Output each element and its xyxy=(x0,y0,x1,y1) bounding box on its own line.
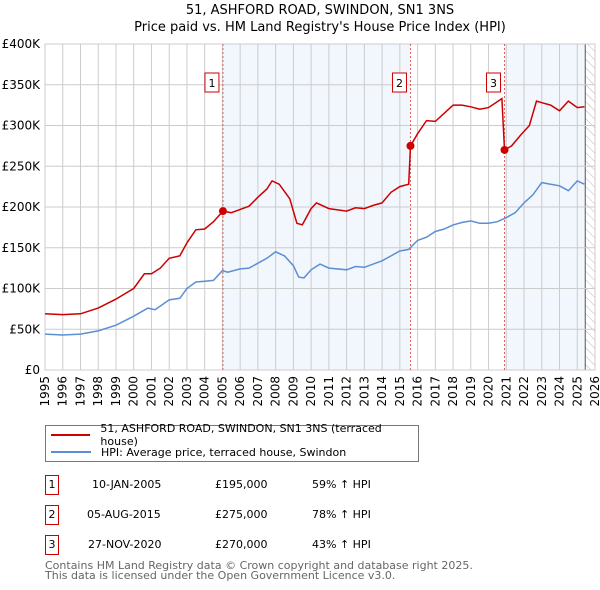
transaction-hpi: 78% ↑ HPI xyxy=(312,508,371,521)
y-tick-label: £300K xyxy=(2,119,42,133)
x-tick-label: 2022 xyxy=(517,376,531,407)
x-tick-label: 2008 xyxy=(269,376,283,407)
legend: 51, ASHFORD ROAD, SWINDON, SN1 3NS (terr… xyxy=(45,422,419,462)
x-tick-label: 2002 xyxy=(162,376,176,407)
x-tick-label: 2015 xyxy=(393,376,407,407)
x-tick-label: 1997 xyxy=(73,376,87,407)
y-tick-label: £0 xyxy=(25,363,40,377)
x-tick-label: 2010 xyxy=(304,376,318,407)
y-tick-label: £400K xyxy=(2,37,42,51)
chart-title: 51, ASHFORD ROAD, SWINDON, SN1 3NS xyxy=(185,3,455,18)
y-tick-label: £200K xyxy=(2,200,42,214)
sale-label-box xyxy=(486,72,502,93)
x-tick-label: 2001 xyxy=(144,376,158,407)
x-tick-label: 2006 xyxy=(233,376,247,407)
legend-label-hpi: HPI: Average price, terraced house, Swin… xyxy=(101,445,347,459)
transaction-row: 1 10-JAN-2005 £195,000 59% ↑ HPI xyxy=(45,475,445,495)
transaction-price: £275,000 xyxy=(215,508,268,521)
y-tick-label: £250K xyxy=(2,159,42,173)
legend-swatch-blue xyxy=(51,451,91,453)
transaction-price: £195,000 xyxy=(215,478,268,491)
x-tick-label: 2011 xyxy=(322,376,336,407)
transaction-badge: 1 xyxy=(45,475,59,495)
sale-point xyxy=(406,141,415,150)
footer: Contains HM Land Registry data © Crown c… xyxy=(45,559,473,582)
legend-swatch-red xyxy=(51,434,91,436)
price-chart: 1995 1996 1997 1998 1999 2000 2001 2002 2003 2004… xyxy=(2,37,600,407)
sale-point xyxy=(218,207,227,216)
sale-label: 1 xyxy=(208,77,215,90)
x-tick-label: 2014 xyxy=(375,376,389,407)
x-tick-label: 2019 xyxy=(464,376,478,407)
x-tick-label: 1998 xyxy=(91,376,105,407)
transaction-date: 10-JAN-2005 xyxy=(92,478,162,491)
transaction-date: 05-AUG-2015 xyxy=(87,508,161,521)
transaction-row: 2 05-AUG-2015 £275,000 78% ↑ HPI xyxy=(45,505,445,525)
x-tick-label: 2017 xyxy=(428,376,442,407)
x-tick-label: 2003 xyxy=(180,376,194,407)
transaction-badge: 2 xyxy=(45,505,59,525)
x-tick-label: 2024 xyxy=(553,376,567,407)
x-tick-label: 1999 xyxy=(109,376,123,407)
y-tick-label: £50K xyxy=(9,322,41,336)
sale-label-box xyxy=(204,72,220,93)
transaction-badge: 3 xyxy=(45,535,59,555)
footer-line-1: Contains HM Land Registry data © Crown c… xyxy=(45,559,473,572)
x-tick-label: 2009 xyxy=(286,376,300,407)
x-tick-label: 2013 xyxy=(357,376,371,407)
x-tick-label: 1996 xyxy=(56,376,70,407)
y-tick-label: £350K xyxy=(2,78,42,92)
sale-label-box xyxy=(391,72,407,93)
x-tick-label: 2025 xyxy=(570,376,584,407)
sale-point xyxy=(500,145,509,154)
legend-label-property: 51, ASHFORD ROAD, SWINDON, SN1 3NS (terr… xyxy=(100,422,382,448)
hpi-line xyxy=(44,179,585,336)
legend-item-property: 51, ASHFORD ROAD, SWINDON, SN1 3NS (terr… xyxy=(51,422,418,448)
x-tick-label: 2021 xyxy=(499,376,513,407)
x-tick-label: 2023 xyxy=(535,376,549,407)
chart-subtitle: Price paid vs. HM Land Registry's House … xyxy=(134,20,506,35)
transaction-row: 3 27-NOV-2020 £270,000 43% ↑ HPI xyxy=(45,535,445,555)
transaction-date: 27-NOV-2020 xyxy=(88,538,162,551)
transaction-hpi: 59% ↑ HPI xyxy=(312,478,371,491)
x-tick-label: 2000 xyxy=(127,376,141,407)
x-tick-label: 1995 xyxy=(38,376,52,407)
transaction-price: £270,000 xyxy=(215,538,268,551)
x-tick-label: 2007 xyxy=(251,376,265,407)
y-tick-label: £100K xyxy=(2,282,42,296)
x-tick-label: 2018 xyxy=(446,376,460,407)
x-tick-label: 2012 xyxy=(340,376,354,407)
x-tick-label: 2026 xyxy=(588,376,600,407)
legend-item-hpi: HPI: Average price, terraced house, Swin… xyxy=(51,444,346,460)
x-tick-label: 2005 xyxy=(215,376,229,407)
plot-border xyxy=(44,43,596,371)
sale-label: 2 xyxy=(396,77,403,90)
y-tick-label: £150K xyxy=(2,241,42,255)
sale-label: 3 xyxy=(490,77,497,90)
footer-line-2: This data is licensed under the Open Gov… xyxy=(45,569,396,582)
transaction-hpi: 43% ↑ HPI xyxy=(312,538,371,551)
x-tick-label: 2016 xyxy=(411,376,425,407)
x-tick-label: 2020 xyxy=(482,376,496,407)
x-tick-label: 2004 xyxy=(198,376,212,407)
